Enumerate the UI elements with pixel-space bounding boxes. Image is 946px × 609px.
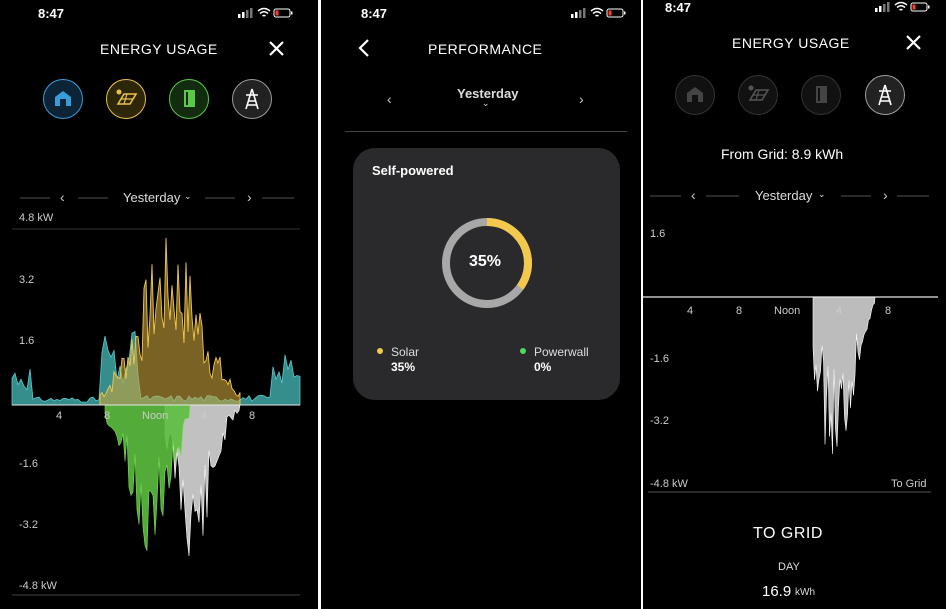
powerwall-icon-button[interactable] [801, 75, 841, 115]
solar-legend-dot [377, 348, 383, 354]
x-tick: 4 [687, 305, 694, 317]
next-day-chevron-icon[interactable]: › [247, 189, 252, 205]
powerwall-icon [184, 90, 195, 107]
home-icon [55, 91, 71, 106]
solar-arc [442, 218, 532, 308]
home-icon-button[interactable] [675, 75, 715, 115]
screen-title: PERFORMANCE [428, 41, 543, 57]
from-grid-total: From Grid: 8.9 kWh [721, 146, 844, 162]
status-icons [571, 7, 626, 18]
date-label[interactable]: Yesterday [123, 190, 181, 205]
y-tick: -4.8 kW [19, 580, 57, 592]
chevron-down-icon[interactable]: ⌄ [184, 191, 192, 201]
y-tick: 4.8 kW [19, 212, 54, 224]
solar-icon-button[interactable] [738, 75, 778, 115]
close-icon[interactable] [905, 34, 922, 51]
legend-value: 35% [391, 360, 416, 374]
performance-screen: 8:47 PERFORMANCE ‹ Yesterday ⌄ › Self-po… [321, 0, 641, 609]
screen-title: ENERGY USAGE [100, 41, 218, 57]
status-icons [875, 1, 930, 12]
status-time: 8:47 [665, 0, 692, 15]
solar-series [99, 237, 241, 406]
energy-usage-chart [11, 228, 301, 596]
y-tick: 3.2 [19, 274, 35, 286]
card-title: Self-powered [372, 163, 454, 178]
to-grid-total-unit: kWh [795, 587, 815, 598]
x-tick: 8 [104, 410, 111, 422]
status-icons [238, 7, 293, 18]
y-tick: -4.8 kW [650, 478, 688, 490]
legend-value: 0% [534, 360, 552, 374]
powerwall-legend-dot [520, 348, 526, 354]
to-grid-series [812, 296, 876, 455]
chevron-down-icon[interactable]: ⌄ [818, 189, 826, 199]
powerwall-icon-button[interactable] [169, 79, 209, 119]
to-grid-total-value: 16.9 [762, 583, 792, 600]
to-grid-label: To Grid [891, 478, 927, 490]
period-label: DAY [778, 561, 800, 573]
legend-label: Solar [391, 345, 420, 359]
y-tick: 1.6 [650, 228, 666, 240]
section-title: TO GRID [753, 525, 823, 542]
date-selector-lines [650, 195, 929, 197]
x-tick: Noon [142, 410, 169, 422]
grid-icon-button[interactable] [232, 79, 272, 119]
prev-day-chevron-icon[interactable]: ‹ [60, 189, 65, 205]
energy-usage-screen-all: 8:47 ENERGY USAGE ‹ Yesterday ⌄ › 4.8 kW… [0, 0, 318, 609]
home-icon-button[interactable] [43, 79, 83, 119]
grid-series [164, 404, 241, 557]
x-tick: 8 [736, 305, 743, 317]
grid-icon [245, 88, 259, 110]
y-tick: -3.2 [650, 415, 669, 427]
y-tick: -1.6 [19, 458, 38, 470]
y-tick: 1.6 [19, 335, 35, 347]
x-tick: 4 [56, 410, 63, 422]
next-day-chevron-icon[interactable]: › [883, 187, 888, 203]
x-tick: 4 [836, 305, 843, 317]
legend-label: Powerwall [534, 345, 589, 359]
prev-day-chevron-icon[interactable]: ‹ [691, 187, 696, 203]
x-tick: 4 [201, 410, 208, 422]
solar-icon-button[interactable] [106, 79, 146, 119]
self-powered-card[interactable]: Self-powered 35% Solar 35% Powerwall 0% [353, 148, 620, 400]
date-label[interactable]: Yesterday [457, 86, 519, 101]
status-time: 8:47 [361, 6, 388, 21]
next-day-chevron-icon[interactable]: › [579, 91, 584, 107]
x-tick: Noon [774, 305, 801, 317]
solar-icon [116, 89, 138, 105]
back-chevron-icon[interactable] [357, 38, 371, 58]
divider [345, 131, 627, 132]
powerwall-series [104, 404, 191, 551]
grid-icon [878, 84, 892, 106]
date-label[interactable]: Yesterday [755, 188, 813, 203]
solar-icon [748, 85, 770, 101]
grid-icon-button[interactable] [865, 75, 905, 115]
close-icon[interactable] [268, 40, 285, 57]
x-tick: 8 [249, 410, 256, 422]
screen-title: ENERGY USAGE [732, 35, 850, 51]
self-powered-donut [442, 218, 532, 308]
energy-usage-screen-grid: 8:47 ENERGY USAGE From Grid: 8.9 kWh ‹ Y… [643, 0, 946, 609]
date-selector-lines [20, 197, 294, 199]
prev-day-chevron-icon[interactable]: ‹ [387, 91, 392, 107]
y-tick: -3.2 [19, 519, 38, 531]
self-powered-value: 35% [469, 253, 502, 270]
grid-usage-chart [643, 296, 938, 493]
status-time: 8:47 [38, 6, 65, 21]
y-tick: -1.6 [650, 353, 669, 365]
powerwall-icon [816, 86, 827, 103]
chevron-down-icon[interactable]: ⌄ [482, 98, 490, 108]
home-icon [687, 87, 703, 102]
x-tick: 8 [885, 305, 892, 317]
